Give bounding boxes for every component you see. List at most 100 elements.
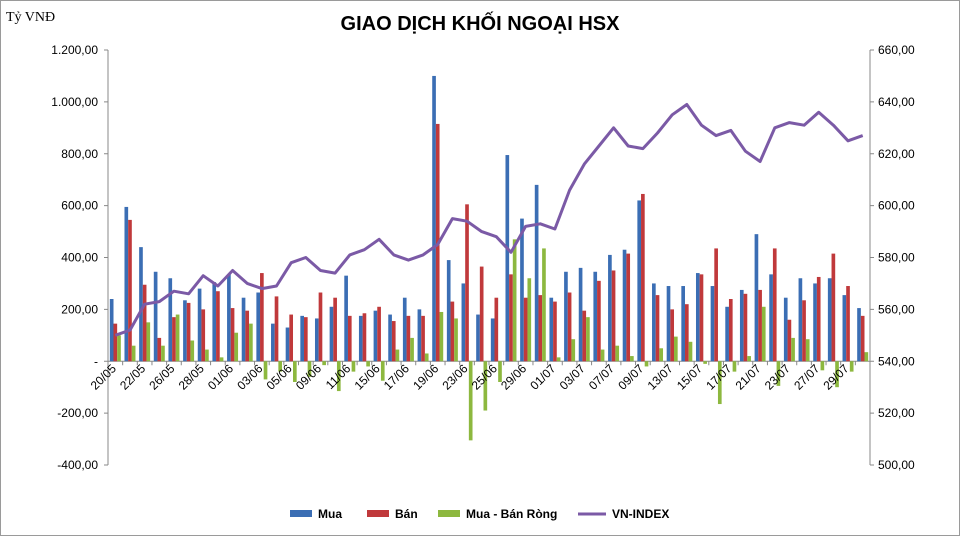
bar-mua [183,300,187,362]
bar-b-n [670,309,675,362]
bar-mua-b-n-r-ng [776,361,781,386]
bar-mua [549,297,554,362]
bar-mua-b-n-r-ng [424,353,429,362]
bar-mua-b-n-r-ng [395,349,400,362]
bar-mua-b-n-r-ng [615,345,620,362]
bar-mua-b-n-r-ng [849,361,854,372]
bar-mua-b-n-r-ng [131,345,136,362]
bar-mua [124,206,129,362]
bar-mua-b-n-r-ng [630,356,634,362]
bar-mua [813,283,817,362]
y-tick-label: -200,00 [57,406,98,420]
bar-b-n [157,337,162,362]
legend-label-vn-index: VN-INDEX [612,507,669,521]
bar-b-n [494,297,499,362]
y2-tick-label: 540,00 [878,354,915,368]
legend-swatch-mua [290,510,312,517]
bar-mua [388,314,392,362]
bar-mua-b-n-r-ng [263,361,268,380]
bar-b-n [538,295,543,362]
bar-mua [505,155,510,362]
bar-b-n [201,309,206,362]
bar-b-n [245,310,250,362]
y-tick-label: - [94,354,98,368]
bar-mua [520,218,524,362]
bar-mua-b-n-r-ng [732,361,737,372]
bar-b-n [172,317,176,362]
legend-label-mua-b-n-r-ng: Mua - Bán Ròng [466,507,557,521]
bar-b-n [142,284,147,362]
bar-b-n [333,297,337,362]
bar-mua-b-n-r-ng [117,335,121,362]
bar-b-n [626,253,631,362]
bar-b-n [450,301,455,362]
bar-b-n [641,193,645,362]
bar-mua [285,327,290,362]
chart-title: GIAO DỊCH KHỐI NGOẠI HSX [341,11,621,35]
bar-b-n [758,289,762,362]
bar-mua-b-n-r-ng [835,361,839,388]
bar-b-n [406,315,411,362]
bar-b-n [421,315,425,362]
bar-mua [271,323,275,362]
bar-mua [329,306,334,362]
bar-mua [769,274,773,362]
bar-mua-b-n-r-ng [336,361,341,392]
bar-mua-b-n-r-ng [234,332,239,362]
vn-index-line [114,103,864,337]
bar-mua-b-n-r-ng [468,361,473,441]
bar-mua [798,278,803,362]
bar-b-n [113,323,118,362]
bar-mua-b-n-r-ng [483,361,488,411]
bar-mua [608,254,612,362]
bar-mua-b-n-r-ng [527,278,532,362]
y-tick-label: -400,00 [57,458,98,472]
bar-mua-b-n-r-ng [717,361,722,405]
bar-b-n [479,266,484,362]
y2-tick-label: 560,00 [878,302,915,316]
legend-label-b-n: Bán [395,507,418,521]
legend-swatch-mua-b-n-r-ng [438,510,460,517]
bar-mua [373,310,378,362]
bar-mua-b-n-r-ng [175,314,180,362]
bar-mua [109,299,114,362]
bar-mua-b-n-r-ng [542,248,546,362]
bar-mua [358,315,363,362]
bar-mua-b-n-r-ng [703,361,707,364]
bar-mua-b-n-r-ng [278,361,283,372]
bar-mua [622,249,627,362]
bar-mua-b-n-r-ng [805,339,810,362]
bar-mua [212,282,217,362]
bar-b-n [582,310,587,362]
bar-b-n [787,319,792,362]
bar-mua [652,283,656,362]
bar-mua-b-n-r-ng [190,340,195,362]
bar-mua-b-n-r-ng [146,322,151,362]
bar-b-n [743,293,748,362]
bar-b-n [714,248,718,362]
bar-mua-b-n-r-ng [791,337,795,362]
y-axis-unit-label: Tỷ VNĐ [6,10,55,25]
bar-b-n [509,274,513,362]
bar-mua-b-n-r-ng [659,348,664,362]
bar-mua [534,184,539,362]
bar-b-n [274,296,279,362]
bar-mua [446,260,451,362]
bar-mua [827,278,832,362]
bar-b-n [128,219,132,362]
bar-mua-b-n-r-ng [644,361,649,367]
y-tick-label: 1.000,00 [51,95,98,109]
bar-mua-b-n-r-ng [498,361,502,382]
bar-b-n [318,292,323,362]
bar-b-n [831,253,836,362]
y-tick-label: 800,00 [61,147,98,161]
bar-mua [857,308,861,362]
bar-b-n [553,301,557,362]
bar-mua-b-n-r-ng [556,357,561,362]
bar-mua [681,286,685,362]
bar-mua-b-n-r-ng [512,239,517,362]
bar-b-n [846,286,850,362]
bar-mua-b-n-r-ng [322,361,326,366]
